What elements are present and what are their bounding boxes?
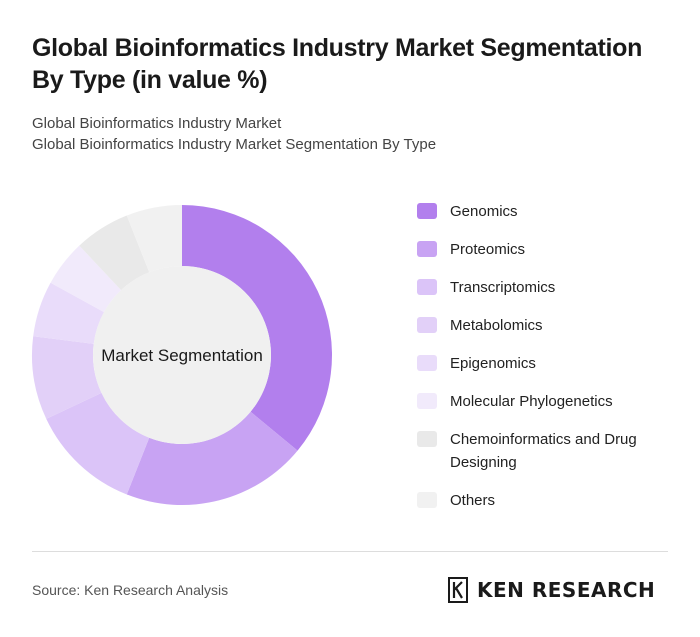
footer-divider xyxy=(32,551,668,552)
donut-slice-others xyxy=(126,205,182,273)
legend-swatch xyxy=(417,279,437,295)
donut-chart: Market Segmentation xyxy=(31,205,333,505)
legend-item-proteomics: Proteomics xyxy=(417,238,687,261)
ken-research-logo: KEN RESEARCH xyxy=(447,576,655,604)
legend-label: Others xyxy=(450,492,496,509)
donut-slice-chemoinformatics-and-drug-designing xyxy=(79,215,150,291)
legend-swatch xyxy=(417,203,437,219)
legend-swatch xyxy=(417,355,437,371)
logo-text: KEN RESEARCH xyxy=(477,578,656,602)
subtitle-line-1: Global Bioinformatics Industry Market xyxy=(32,115,282,132)
legend-item-transcriptomics: Transcriptomics xyxy=(417,276,687,299)
donut-slice-molecular-phylogenetics xyxy=(50,245,122,313)
legend-label: Epigenomics xyxy=(450,355,536,372)
legend-swatch xyxy=(417,241,437,257)
subtitle: Global Bioinformatics Industry Market Gl… xyxy=(32,113,436,155)
chart-legend: Genomics Proteomics Transcriptomics Metabol… xyxy=(417,200,687,527)
legend-item-others: Others xyxy=(417,489,687,512)
legend-item-genomics: Genomics xyxy=(417,200,687,223)
legend-swatch xyxy=(417,317,437,333)
donut-slice-transcriptomics xyxy=(46,392,150,495)
legend-item-molecular-phylogenetics: Molecular Phylogenetics xyxy=(417,390,687,413)
legend-item-chemoinformatics-and-drug-designing: Chemoinformatics and Drug Designing xyxy=(417,428,687,474)
donut-center-label: Market Segmentation xyxy=(101,346,263,365)
donut-slice-proteomics xyxy=(126,411,298,505)
legend-item-epigenomics: Epigenomics xyxy=(417,352,687,375)
donut-slice-genomics xyxy=(182,205,333,451)
legend-swatch xyxy=(417,492,437,508)
legend-label: Genomics xyxy=(450,203,518,220)
page-title: Global Bioinformatics Industry Market Se… xyxy=(32,34,643,94)
donut-slice-metabolomics xyxy=(31,336,102,419)
legend-item-metabolomics: Metabolomics xyxy=(417,314,687,337)
ken-research-logo-icon xyxy=(448,577,468,603)
subtitle-line-2: Global Bioinformatics Industry Market Se… xyxy=(32,136,437,153)
legend-label: Proteomics xyxy=(450,241,526,258)
legend-label: Metabolomics xyxy=(450,317,543,334)
legend-swatch xyxy=(417,393,437,409)
legend-label: Chemoinformatics and Drug Designing xyxy=(450,431,637,471)
legend-label: Transcriptomics xyxy=(450,279,556,296)
legend-swatch xyxy=(417,431,437,447)
legend-label: Molecular Phylogenetics xyxy=(450,393,613,410)
donut-slice-epigenomics xyxy=(33,282,105,344)
source-note: Source: Ken Research Analysis xyxy=(32,582,229,598)
donut-center xyxy=(93,266,271,444)
